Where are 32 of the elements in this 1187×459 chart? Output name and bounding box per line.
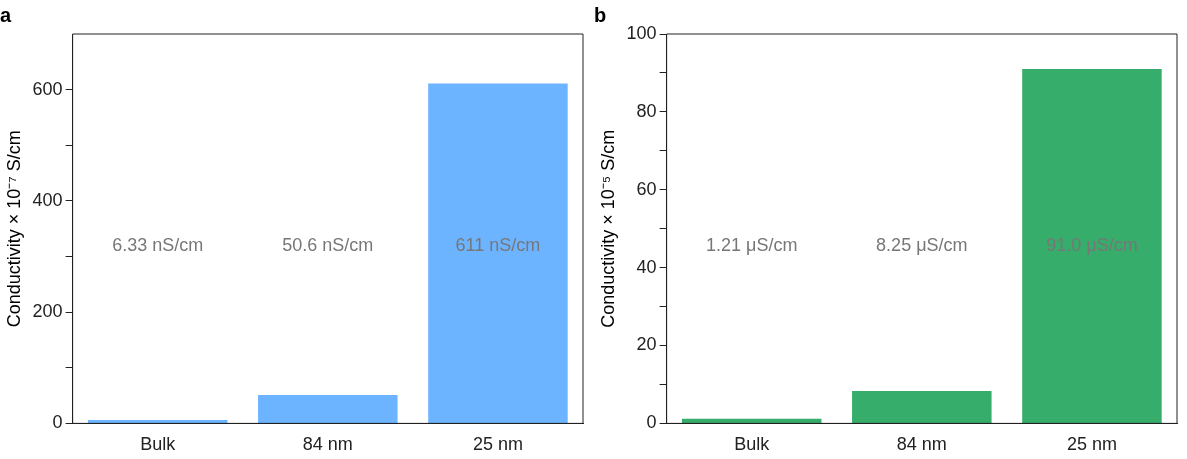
y-tick-label: 200: [32, 301, 63, 322]
y-axis-title: Conductivity × 10⁻⁷ S/cm: [3, 130, 24, 328]
x-tick-label: Bulk: [140, 434, 177, 455]
y-tick-label: 20: [636, 334, 657, 355]
bar: [681, 418, 822, 423]
annotation: 50.6 nS/cm: [282, 235, 374, 256]
chart-title: b: [594, 3, 607, 26]
bar: [87, 420, 228, 423]
x-tick-label: 25 nm: [1066, 434, 1117, 455]
x-tick-label: Bulk: [734, 434, 771, 455]
y-tick-label: 0: [52, 412, 63, 433]
y-tick-label: 0: [646, 412, 657, 433]
y-tick-label: 400: [32, 189, 63, 210]
x-tick-label: 25 nm: [472, 434, 523, 455]
bar: [852, 391, 992, 423]
bar: [428, 83, 568, 423]
x-tick-label: 84 nm: [896, 434, 947, 455]
annotation: 8.25 μS/cm: [876, 235, 968, 256]
y-tick-label: 600: [32, 78, 63, 99]
chart-title: a: [0, 3, 12, 26]
annotation: 1.21 μS/cm: [705, 235, 798, 256]
bar: [1022, 69, 1162, 423]
y-axis-title: Conductivity × 10⁻⁵ S/cm: [597, 129, 618, 328]
annotation: 6.33 nS/cm: [112, 235, 204, 256]
y-tick-label: 40: [636, 256, 657, 277]
y-tick-label: 80: [636, 100, 657, 121]
x-tick-label: 84 nm: [302, 434, 353, 455]
y-tick-label: 100: [626, 22, 657, 43]
annotation: 611 nS/cm: [455, 235, 541, 256]
annotation: 91.0 μS/cm: [1046, 235, 1138, 256]
y-tick-label: 60: [636, 178, 657, 199]
bar: [258, 395, 398, 423]
